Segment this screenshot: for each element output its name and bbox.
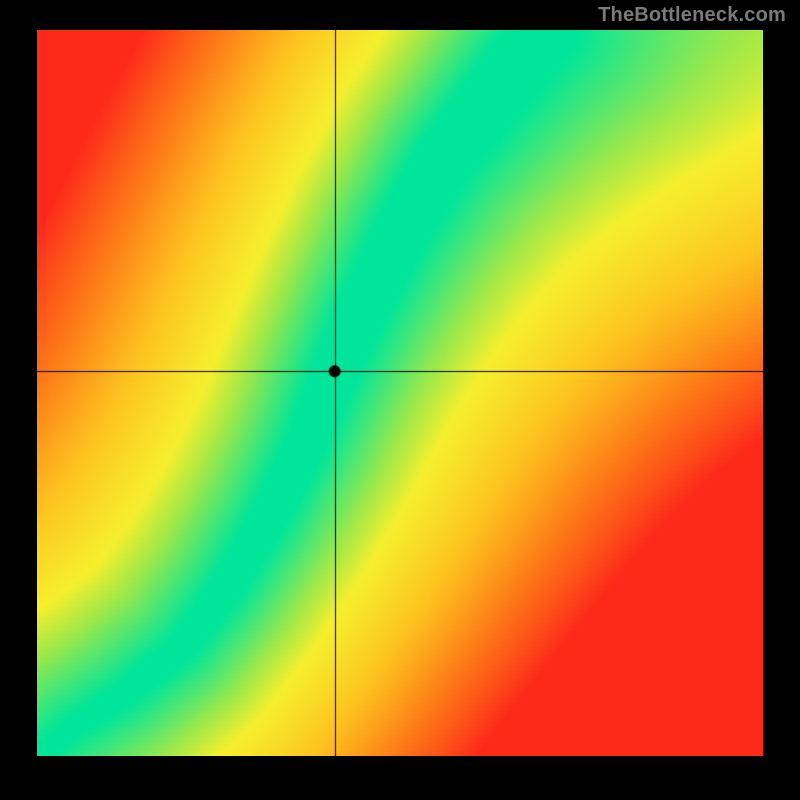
chart-container: TheBottleneck.com (0, 0, 800, 800)
watermark-text: TheBottleneck.com (598, 4, 786, 27)
heatmap-canvas (37, 30, 763, 756)
